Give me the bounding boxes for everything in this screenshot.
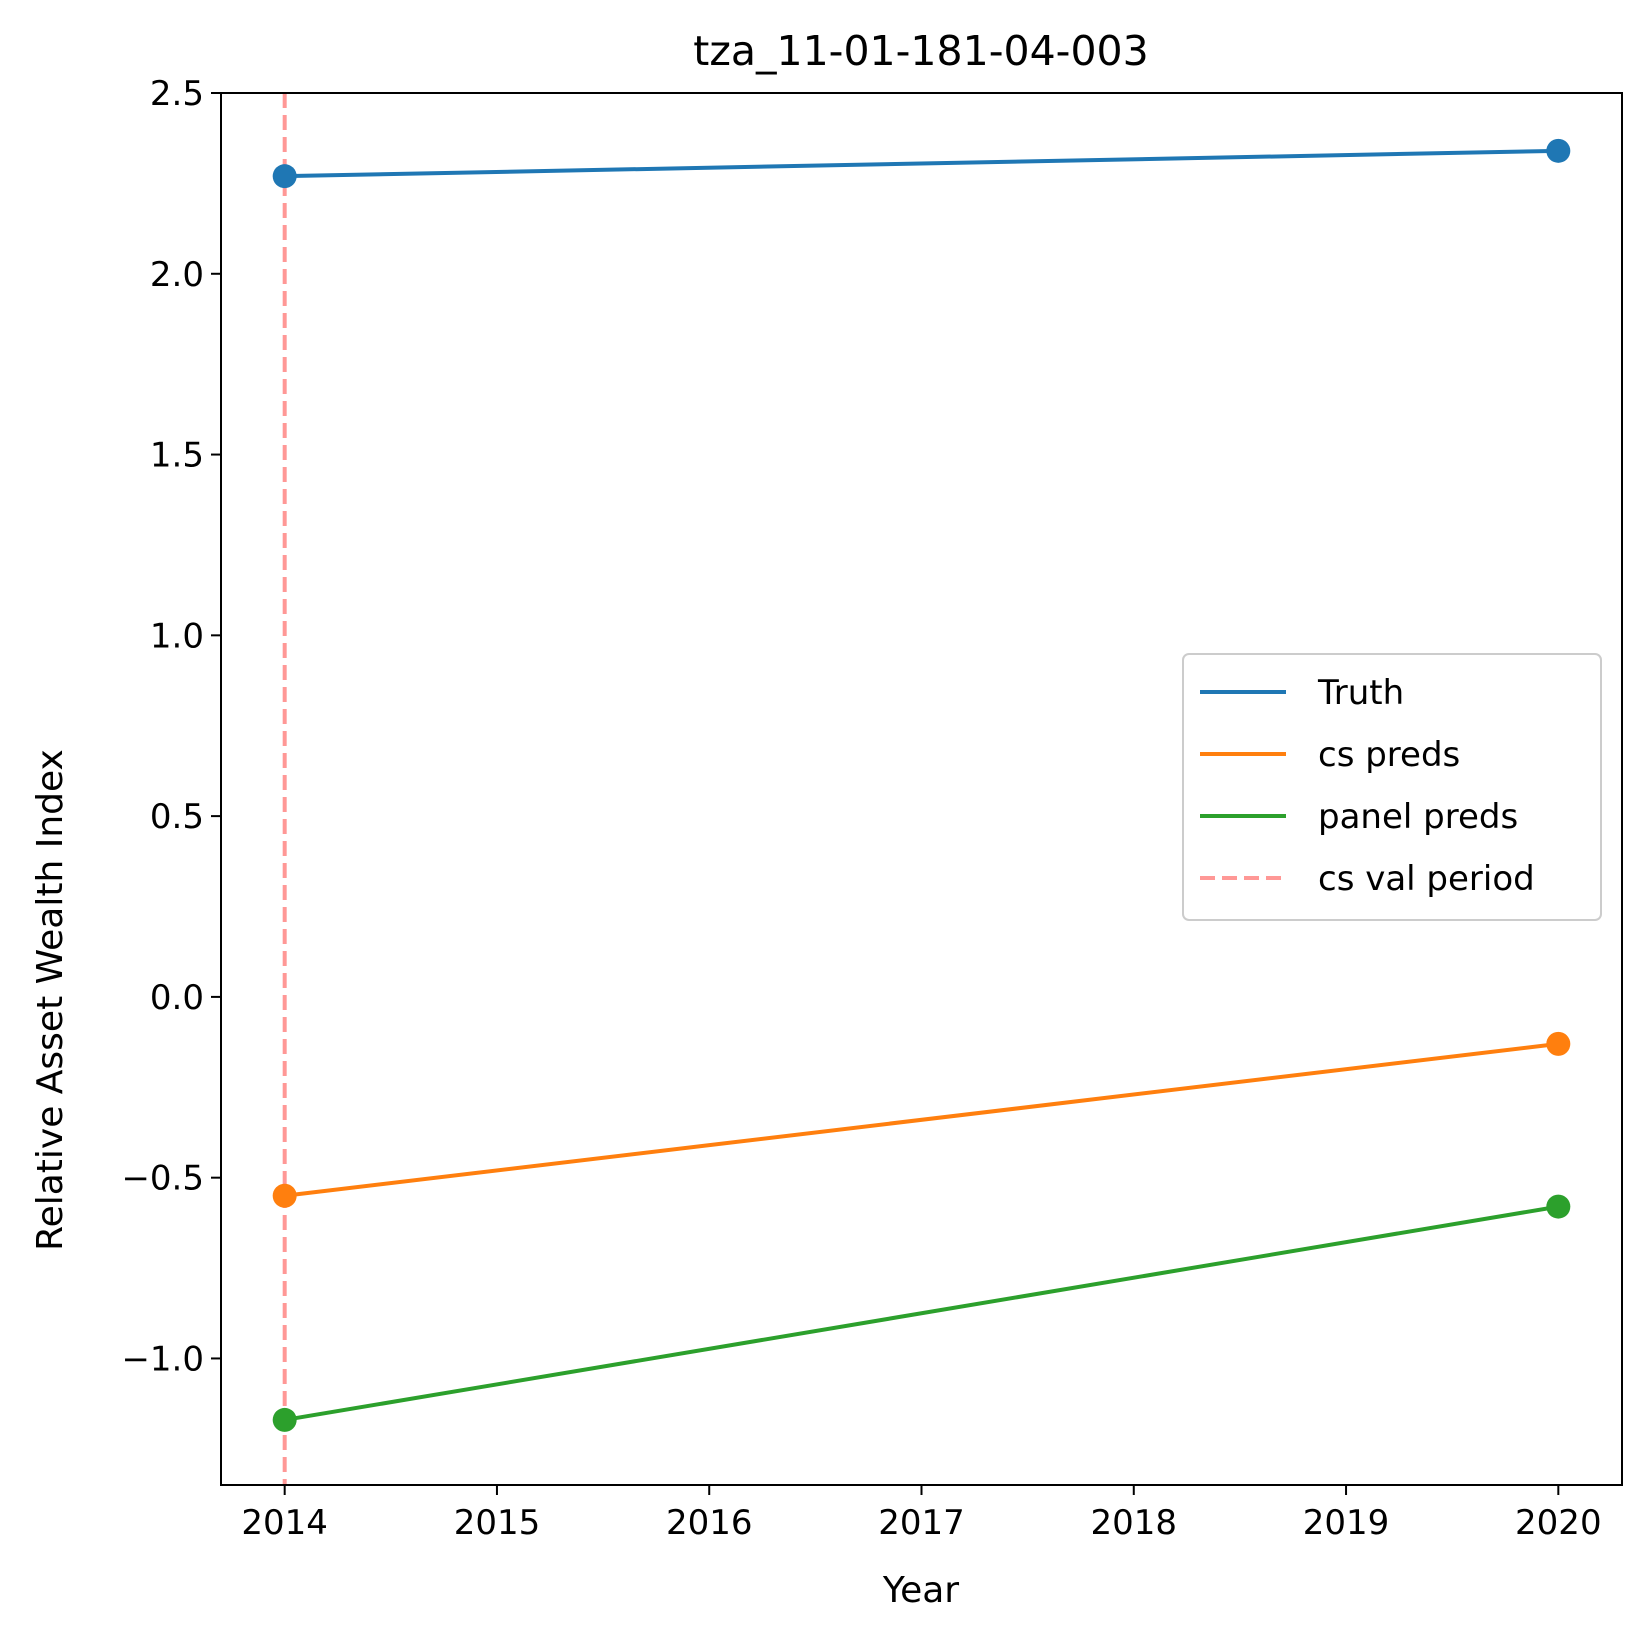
legend: Truth cs preds panel preds cs val period	[1182, 653, 1602, 921]
truth-line	[284, 148, 1559, 179]
plot-area	[272, 93, 1571, 1485]
truth-point	[272, 164, 297, 189]
legend-box	[1182, 653, 1602, 921]
legend-label: Truth	[1317, 673, 1404, 713]
y-tick-label: 2.5	[150, 74, 204, 114]
legend-label: panel preds	[1318, 797, 1518, 837]
y-axis-title: Relative Asset Wealth Index	[30, 749, 71, 1251]
y-axis: −1.0 −0.5 0.0 0.5 1.0 1.5 2.0 2.5	[121, 74, 221, 1379]
y-tick-label: 2.0	[150, 255, 204, 295]
y-tick-label: −1.0	[121, 1339, 204, 1379]
plot-content	[272, 93, 1571, 1485]
x-axis-title: Year	[882, 1570, 959, 1611]
y-tick-label: 1.0	[150, 616, 204, 656]
x-tick-label: 2017	[878, 1503, 965, 1543]
y-tick-label: 0.5	[150, 797, 204, 837]
legend-label: cs val period	[1318, 859, 1535, 899]
x-tick-label: 2018	[1091, 1503, 1178, 1543]
truth-point	[1546, 138, 1571, 163]
y-tick-label: 0.0	[150, 978, 204, 1018]
chart-title: tza_11-01-181-04-003	[693, 27, 1148, 75]
x-tick-label: 2014	[241, 1503, 328, 1543]
x-tick-label: 2020	[1515, 1503, 1602, 1543]
x-axis: 2014 2015 2016 2017 2018 2019 2020	[241, 1485, 1602, 1543]
cs-preds-point	[272, 1183, 297, 1208]
panel-preds-line	[284, 1204, 1559, 1422]
cs-preds-line	[284, 1041, 1559, 1198]
x-tick-label: 2015	[454, 1503, 541, 1543]
panel-preds-point	[1546, 1194, 1571, 1219]
x-tick-label: 2016	[666, 1503, 753, 1543]
y-tick-label: 1.5	[150, 436, 204, 476]
panel-preds-point	[272, 1407, 297, 1432]
y-tick-label: −0.5	[121, 1159, 204, 1199]
legend-label: cs preds	[1318, 735, 1460, 775]
x-tick-label: 2019	[1303, 1503, 1390, 1543]
cs-preds-point	[1546, 1031, 1571, 1056]
